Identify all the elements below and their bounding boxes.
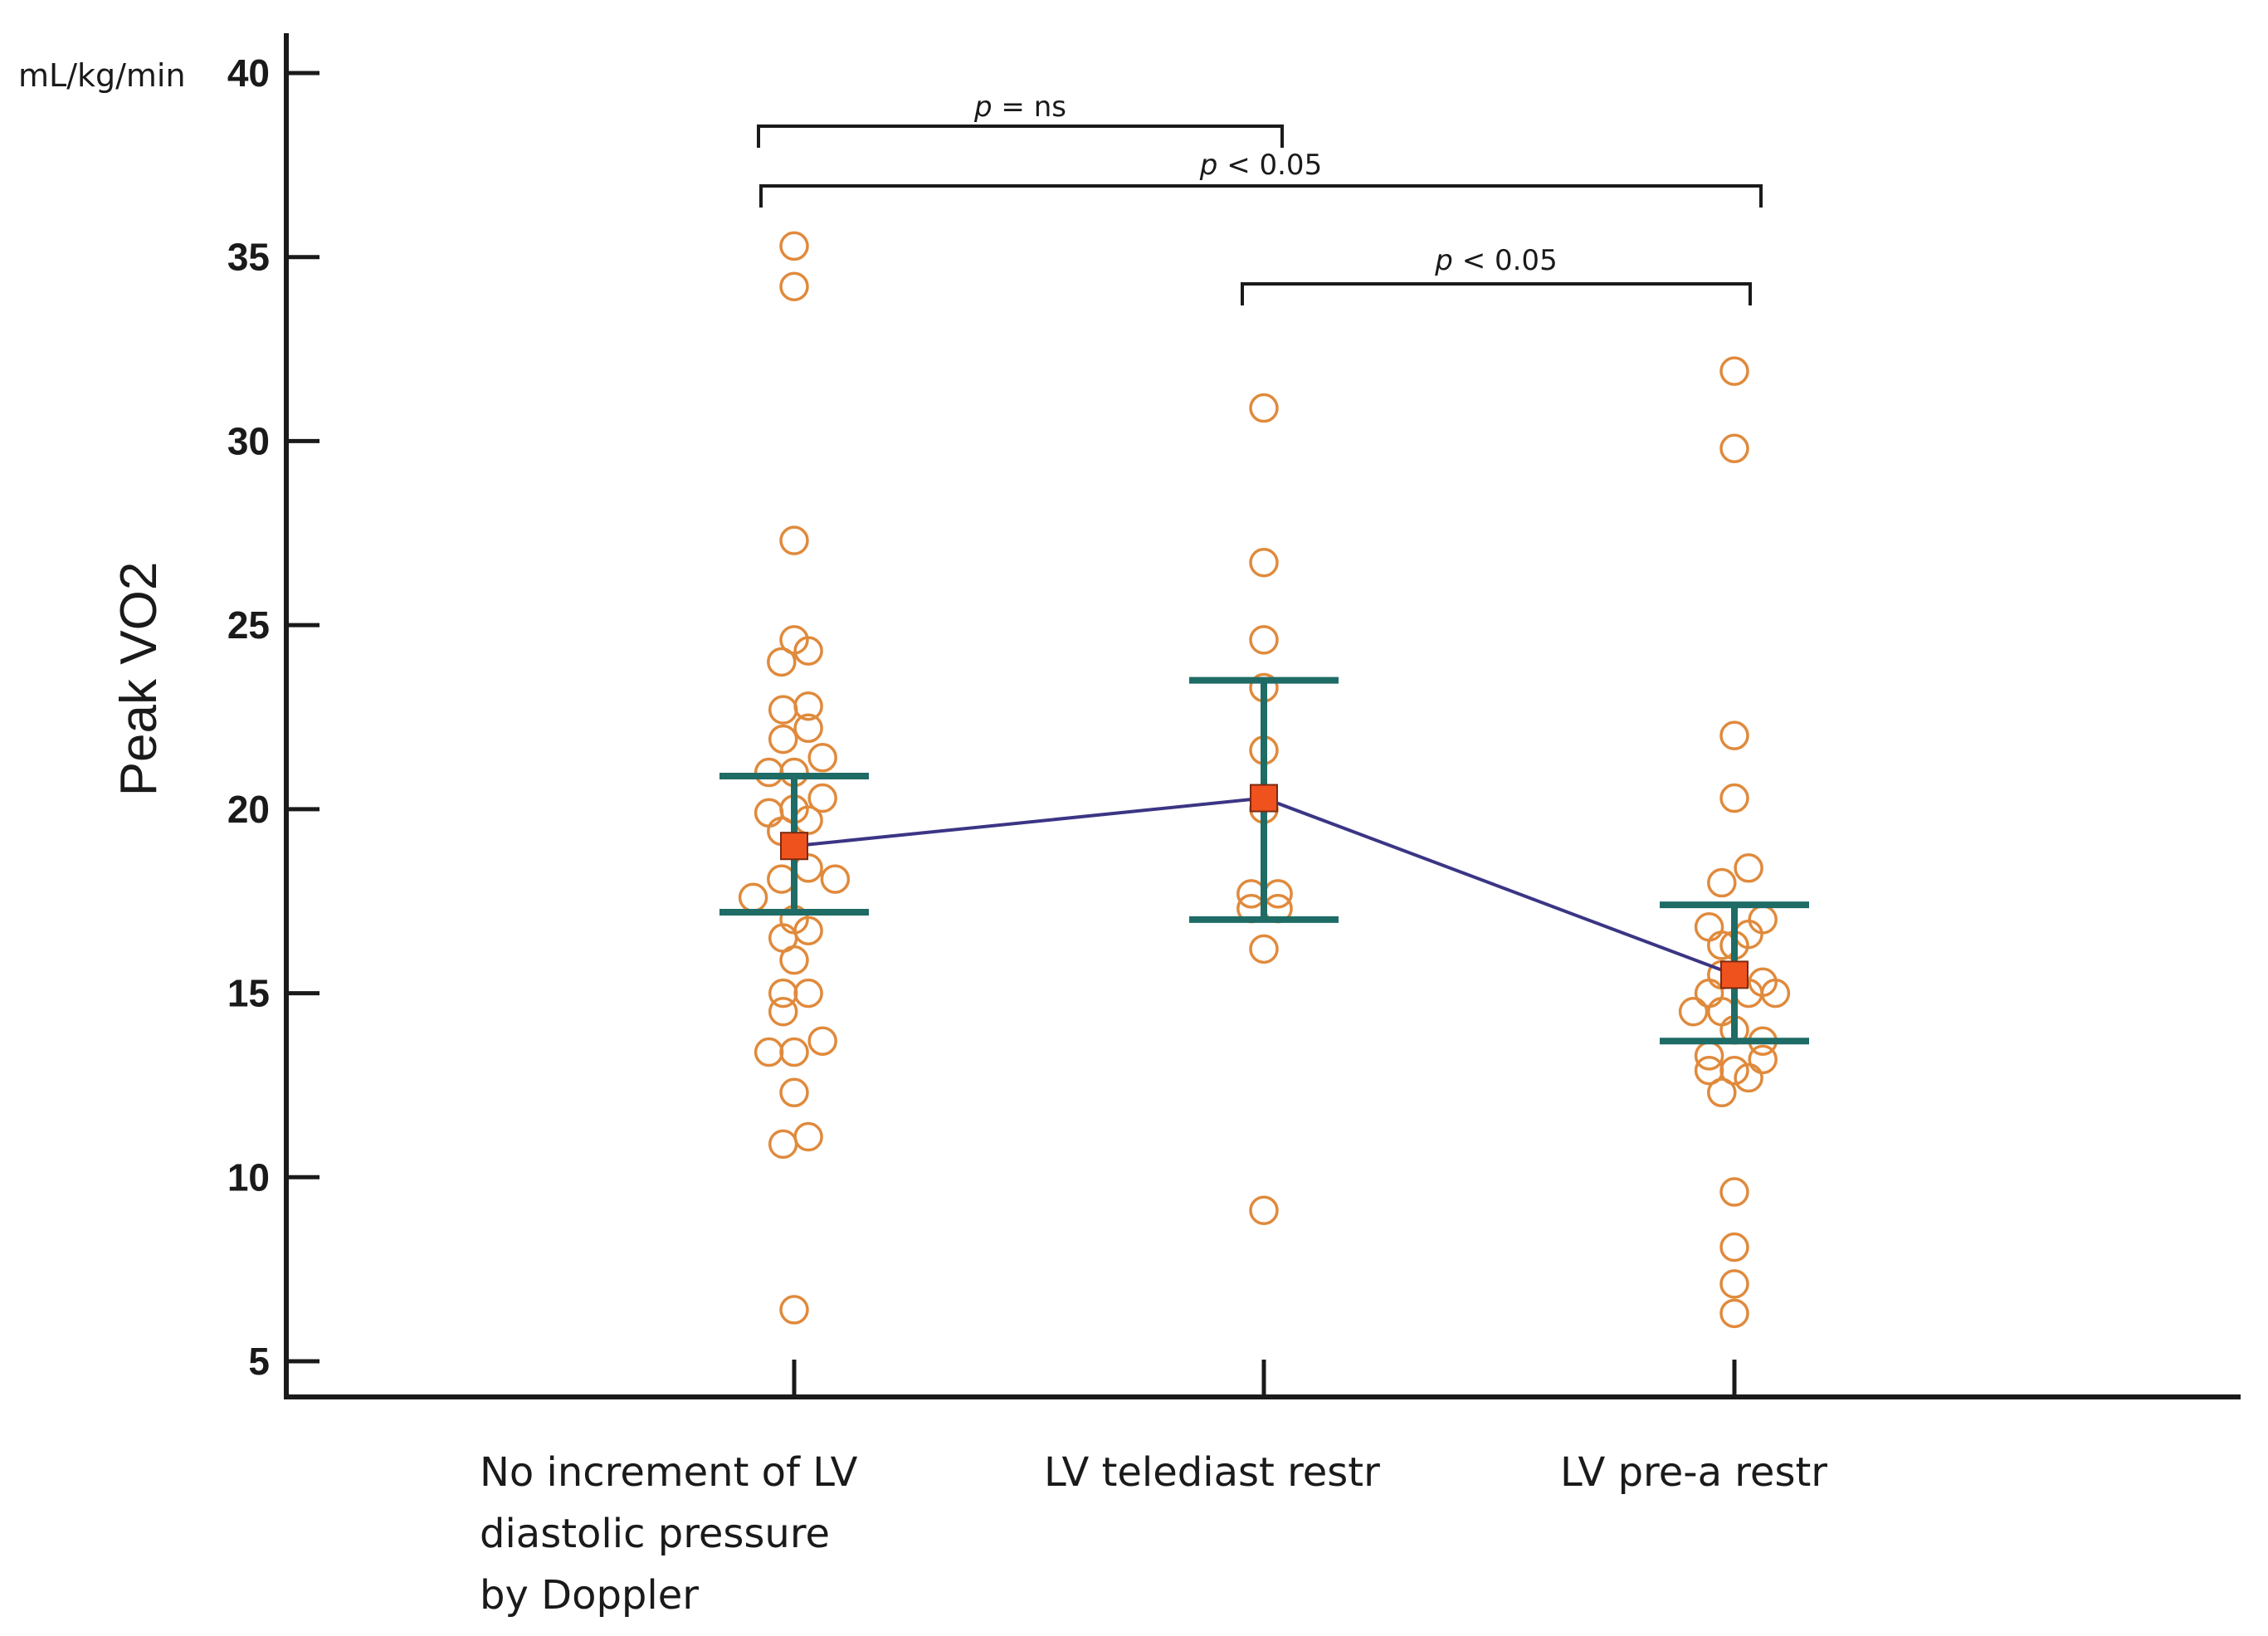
significance-label: p < 0.05 — [1434, 244, 1557, 277]
x-category-label: LV pre-a restr — [1560, 1449, 1827, 1496]
data-point — [1719, 1232, 1749, 1262]
data-point — [738, 882, 768, 913]
data-point — [793, 713, 823, 744]
data-point — [1707, 867, 1737, 898]
y-tick-label: 40 — [227, 51, 270, 95]
data-point — [793, 691, 823, 721]
mean-marker — [1720, 960, 1749, 989]
data-point — [768, 695, 798, 725]
data-point — [807, 783, 837, 813]
axes: 5 10 15 20 25 30 35 40 No increment of LV diastol… — [227, 33, 2241, 1619]
data-point — [793, 1121, 823, 1152]
data-point — [754, 1037, 784, 1067]
data-point — [754, 798, 784, 828]
data-point — [779, 231, 809, 261]
data-point — [1249, 548, 1279, 578]
data-point — [807, 1026, 837, 1056]
unit-label: mL/kg/min — [18, 57, 186, 94]
significance-bracket — [757, 125, 1284, 148]
data-point — [779, 1295, 809, 1325]
y-tick-label: 15 — [227, 972, 270, 1015]
data-point — [1249, 625, 1279, 655]
data-point — [779, 271, 809, 301]
y-axis-label: Peak VO2 — [110, 562, 168, 797]
data-point — [779, 945, 809, 975]
data-point — [807, 743, 837, 773]
data-point — [793, 978, 823, 1008]
y-tick-label: 25 — [227, 603, 270, 647]
data-point — [768, 1129, 798, 1160]
data-point — [820, 864, 851, 894]
data-point — [1249, 393, 1279, 423]
data-point — [768, 724, 798, 755]
significance-brackets: p = ns p < 0.05 p < 0.05 — [757, 90, 1763, 305]
data-point — [1719, 783, 1749, 813]
data-point — [793, 636, 823, 666]
significance-label: p < 0.05 — [1199, 149, 1322, 182]
x-category-label: No increment of LV diastolic pressure by D… — [480, 1449, 858, 1619]
data-point — [1249, 934, 1279, 965]
data-point — [1694, 978, 1724, 1008]
data-point — [1734, 853, 1763, 883]
data-point — [1719, 1298, 1749, 1329]
group-summaries — [719, 676, 1809, 1045]
data-point — [1719, 1177, 1749, 1207]
data-point — [1748, 967, 1778, 998]
data-point — [1719, 1269, 1749, 1299]
data-point — [1719, 720, 1749, 750]
data-point — [1748, 1044, 1778, 1075]
x-category-label: LV telediast restr — [1044, 1449, 1380, 1496]
data-point — [1249, 1195, 1279, 1225]
y-tick-label: 35 — [227, 236, 270, 279]
data-point — [1678, 996, 1709, 1027]
significance-label: p = ns — [973, 90, 1066, 124]
data-point — [1707, 1077, 1737, 1108]
data-point — [1719, 433, 1749, 464]
y-tick-label: 30 — [227, 419, 270, 462]
data-point — [779, 525, 809, 555]
data-point — [767, 647, 797, 677]
data-point — [779, 1037, 809, 1067]
y-tick-label: 10 — [227, 1155, 270, 1199]
data-point — [1719, 1055, 1749, 1086]
significance-bracket — [1241, 282, 1752, 305]
y-tick-label: 5 — [248, 1340, 270, 1383]
data-point — [1748, 905, 1778, 935]
data-point — [1694, 912, 1724, 942]
data-point — [779, 1077, 809, 1108]
significance-bracket — [759, 184, 1763, 208]
data-point — [754, 757, 784, 788]
data-point — [793, 916, 823, 945]
data-point — [1734, 1062, 1763, 1093]
mean-marker — [780, 832, 808, 861]
y-tick-label: 20 — [227, 788, 270, 831]
data-point — [1719, 356, 1749, 386]
data-point — [768, 996, 798, 1027]
mean-marker — [1250, 784, 1278, 813]
